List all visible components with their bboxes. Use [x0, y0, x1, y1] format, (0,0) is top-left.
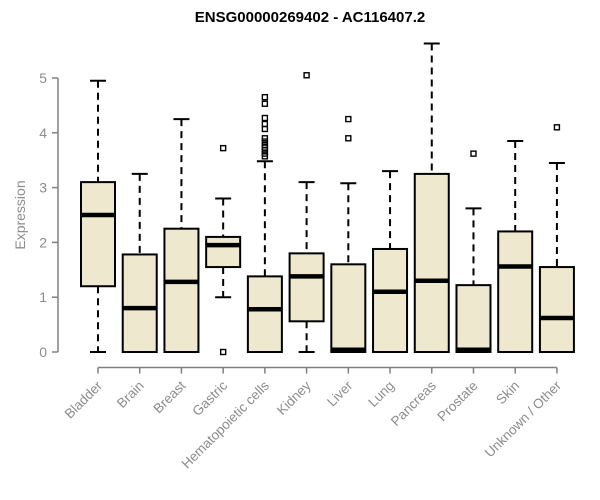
box-prostate	[455, 150, 492, 354]
box-skin	[497, 140, 534, 353]
iqr-box	[538, 266, 575, 353]
iqr-box	[121, 253, 158, 353]
box-kidney	[288, 72, 325, 353]
outlier-point	[261, 147, 269, 154]
x-tick-label: Gastric	[189, 378, 230, 419]
box-breast	[163, 118, 200, 353]
box-liver	[330, 115, 367, 354]
x-tick-label: Skin	[493, 378, 522, 407]
iqr-box	[288, 252, 325, 323]
iqr-box	[80, 181, 116, 288]
x-tick-label: Lung	[365, 378, 397, 410]
y-axis: 0 1 2 3 4 5	[39, 70, 59, 360]
box-brain	[121, 172, 158, 353]
x-tick-label: Bladder	[62, 378, 106, 422]
outlier-point	[261, 153, 269, 160]
y-tick-label: 2	[39, 234, 47, 250]
y-tick-label: 4	[39, 125, 47, 141]
x-tick-label: Liver	[324, 378, 356, 410]
iqr-box	[205, 235, 242, 269]
iqr-box	[455, 284, 492, 354]
box-bladder	[80, 79, 116, 353]
x-tick-label: Breast	[150, 378, 188, 416]
x-tick-label: Brain	[114, 378, 147, 411]
x-tick-label: Prostate	[434, 378, 480, 424]
y-tick-label: 3	[39, 180, 47, 196]
iqr-box	[163, 227, 200, 353]
outlier-point	[261, 100, 269, 107]
outlier-point	[553, 124, 561, 131]
iqr-box	[246, 275, 283, 354]
box-unknown-other	[538, 124, 575, 353]
outlier-point	[261, 93, 269, 101]
box-pancreas	[413, 42, 450, 353]
y-tick-label: 1	[39, 289, 47, 305]
iqr-box	[330, 263, 367, 354]
y-tick-label: 0	[39, 344, 47, 360]
x-tick-label: Pancreas	[388, 378, 439, 429]
x-tick-label: Unknown / Other	[482, 378, 565, 461]
box-hematopoietic-cells	[246, 93, 283, 354]
box-lung	[372, 170, 409, 353]
x-tick-label: Kidney	[274, 378, 314, 418]
outlier-point	[470, 150, 477, 157]
outlier-point	[219, 144, 227, 152]
chart-title: ENSG00000269402 - AC116407.2	[194, 9, 426, 26]
outlier-point	[261, 114, 269, 122]
outlier-point	[219, 348, 227, 356]
outlier-point	[303, 72, 310, 79]
outlier-point	[345, 115, 352, 123]
outlier-point	[261, 125, 269, 133]
outlier-point	[345, 135, 352, 142]
iqr-box	[413, 172, 450, 353]
box-gastric	[205, 144, 242, 356]
iqr-box	[372, 247, 409, 353]
y-tick-label: 5	[39, 70, 47, 86]
iqr-box	[497, 230, 534, 353]
outlier-point	[261, 135, 269, 142]
outlier-point	[261, 138, 269, 145]
